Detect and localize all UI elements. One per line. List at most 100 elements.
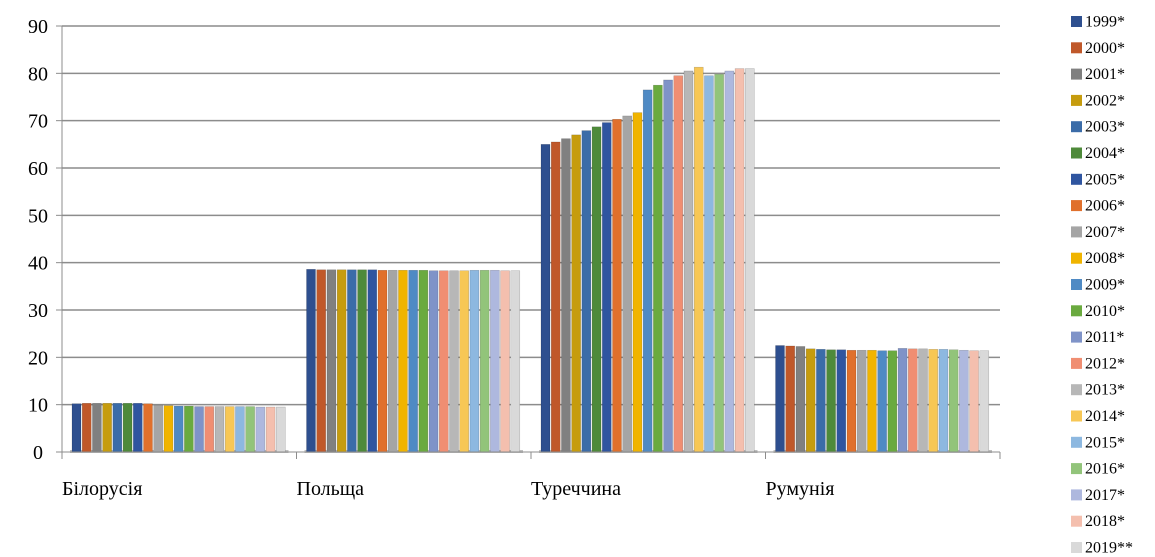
legend-label: 2016* <box>1085 461 1125 478</box>
bar <box>745 68 755 453</box>
bar <box>377 269 388 453</box>
bar <box>856 349 867 453</box>
legend: 1999* 2000* 2001* 2002* 2003* 2004* 2005* 2006*… <box>1071 14 1133 557</box>
bar <box>194 406 204 453</box>
bar <box>398 269 408 453</box>
bar <box>306 269 316 453</box>
y-tick-label: 70 <box>28 111 48 133</box>
legend-swatch <box>1071 42 1082 54</box>
bar <box>490 269 500 453</box>
bar <box>387 269 398 453</box>
legend-label: 2000* <box>1085 40 1125 57</box>
legend-swatch <box>1071 436 1082 448</box>
bar <box>500 270 510 453</box>
legend-label: 2011* <box>1085 329 1124 346</box>
bar <box>245 406 255 453</box>
bar <box>550 141 561 453</box>
bar <box>581 130 592 453</box>
bar <box>336 269 347 453</box>
gridlines <box>62 25 1000 406</box>
legend-label: 2009* <box>1085 277 1125 294</box>
y-axis-tick-labels: 0 10 20 30 40 50 60 70 80 90 <box>28 16 48 464</box>
legend-swatch <box>1071 147 1082 159</box>
bar <box>724 70 735 453</box>
bar <box>918 348 928 453</box>
bar <box>469 269 480 453</box>
bar <box>683 70 694 453</box>
axes <box>56 25 1001 459</box>
bar <box>408 269 418 453</box>
legend-swatch <box>1071 305 1082 317</box>
legend-label: 2010* <box>1085 303 1125 320</box>
y-tick-label: 0 <box>33 442 43 464</box>
legend-swatch <box>1071 173 1082 185</box>
bar <box>173 405 184 453</box>
legend-swatch <box>1071 489 1082 501</box>
category-label: Румунія <box>766 478 835 500</box>
bar <box>959 349 969 453</box>
bar <box>326 269 337 453</box>
bar <box>877 350 887 453</box>
bar <box>439 270 449 453</box>
bar <box>938 349 949 453</box>
legend-label: 2018* <box>1085 513 1125 530</box>
bar <box>235 406 245 453</box>
legend-label: 2002* <box>1085 92 1125 109</box>
bar <box>591 126 602 453</box>
bar <box>612 118 622 453</box>
bar <box>122 402 133 453</box>
y-tick-label: 80 <box>28 63 48 85</box>
legend-label: 1999* <box>1085 14 1125 31</box>
bar <box>163 405 174 453</box>
bar <box>867 349 877 453</box>
legend-swatch <box>1071 384 1082 396</box>
bar <box>316 269 326 453</box>
legend-label: 2005* <box>1085 171 1125 188</box>
bar <box>561 138 571 453</box>
legend-swatch <box>1071 16 1082 27</box>
bar <box>459 270 469 453</box>
bar <box>224 406 235 453</box>
bar <box>602 122 612 453</box>
bar <box>673 75 684 453</box>
legend-swatch <box>1071 68 1082 80</box>
legend-swatch <box>1071 542 1082 553</box>
bar <box>143 403 153 453</box>
bar <box>112 402 123 453</box>
legend-label: 2003* <box>1085 119 1125 136</box>
bar <box>92 402 102 453</box>
legend-label: 2013* <box>1085 382 1125 399</box>
legend-swatch <box>1071 279 1082 290</box>
bar <box>663 79 673 453</box>
bar <box>632 112 643 453</box>
bar <box>846 349 857 453</box>
bar <box>540 144 551 453</box>
bar <box>979 350 990 453</box>
bar <box>826 349 836 453</box>
y-tick-label: 40 <box>28 253 48 275</box>
y-tick-label: 20 <box>28 347 48 369</box>
bar <box>184 405 194 453</box>
legend-label: 2012* <box>1085 355 1125 372</box>
category-label: Туреччина <box>531 478 621 500</box>
legend-label: 2006* <box>1085 198 1125 215</box>
legend-swatch <box>1071 515 1082 527</box>
category-label: Польща <box>297 478 365 500</box>
bar <box>653 84 663 453</box>
category-label: Білорусія <box>62 478 142 500</box>
bar <box>571 134 581 453</box>
bar <box>969 350 979 453</box>
legend-label: 2008* <box>1085 250 1125 267</box>
y-tick-label: 60 <box>28 158 48 180</box>
bar <box>418 269 429 453</box>
bar <box>276 406 286 453</box>
bar <box>908 348 918 453</box>
legend-swatch <box>1071 226 1082 238</box>
legend-label: 2004* <box>1085 145 1125 162</box>
bar <box>479 269 490 453</box>
legend-swatch <box>1071 200 1082 212</box>
bar <box>836 349 847 453</box>
bar <box>449 270 459 453</box>
bar <box>785 345 795 453</box>
